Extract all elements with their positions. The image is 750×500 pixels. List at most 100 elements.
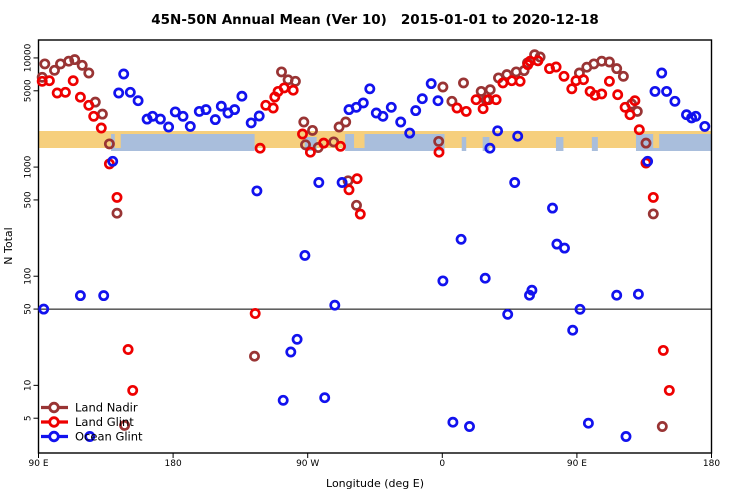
data-point [619, 101, 631, 113]
data-point [512, 130, 524, 142]
data-point [464, 421, 475, 432]
data-point [276, 66, 287, 78]
y-tick-label: 1000 [24, 155, 34, 178]
data-point [209, 114, 221, 126]
y-tick-label: 10 [24, 379, 34, 391]
data-point [245, 117, 257, 129]
data-point [88, 110, 100, 122]
data-point [690, 110, 702, 122]
land-nadir-marker-icon [48, 401, 60, 414]
data-point [566, 83, 578, 95]
data-point [163, 121, 175, 133]
data-point [526, 284, 538, 296]
data-point [657, 344, 669, 356]
data-point [617, 70, 629, 82]
data-point [98, 290, 110, 302]
data-point [122, 344, 134, 355]
data-point [559, 242, 570, 254]
data-point [612, 89, 624, 101]
data-point [479, 272, 491, 284]
data-point [447, 416, 459, 428]
lake-segment [482, 137, 490, 151]
land-island-segment [354, 131, 365, 148]
land-island-segment [653, 131, 660, 148]
data-point [649, 85, 661, 97]
data-point [663, 384, 675, 396]
data-point [298, 116, 310, 128]
data-point [506, 75, 518, 87]
data-point [285, 346, 297, 358]
ocean-band-segment [345, 134, 445, 151]
data-point [124, 86, 136, 98]
data-point [477, 103, 489, 115]
data-point [497, 77, 509, 89]
data-point [611, 63, 623, 75]
legend-label-ocean-glint: Ocean Glint [75, 430, 143, 444]
data-point [354, 208, 366, 220]
data-point [669, 95, 681, 107]
data-point [578, 74, 589, 86]
data-point [287, 84, 299, 96]
data-point [69, 54, 81, 66]
data-point [289, 75, 301, 87]
data-point [611, 289, 623, 301]
data-point [340, 116, 352, 128]
data-point [336, 177, 348, 188]
data-point [154, 113, 166, 125]
y-tick-label: 10000 [24, 43, 34, 72]
data-point [74, 91, 86, 103]
data-point [547, 202, 558, 214]
data-point [229, 104, 241, 116]
data-point [103, 138, 115, 150]
y-tick-label: 50 [24, 303, 34, 315]
data-point [249, 308, 261, 319]
data-point [416, 93, 428, 105]
data-point [640, 137, 652, 149]
legend-item-land-glint: Land Glint [41, 415, 134, 429]
data-point [267, 102, 279, 114]
data-point [603, 75, 615, 87]
x-tick-label: 180 [165, 459, 182, 469]
data-point [127, 384, 139, 396]
data-point [200, 104, 212, 116]
data-point [437, 81, 449, 93]
x-axis-label: Longitude (deg E) [326, 477, 424, 490]
data-point [632, 288, 644, 300]
data-point [647, 208, 659, 220]
data-point [318, 137, 330, 149]
data-point [567, 324, 579, 336]
data-point [532, 55, 544, 67]
ocean-glint-marker-icon [48, 430, 60, 443]
data-point [184, 120, 196, 132]
data-point [251, 185, 263, 197]
x-tick-label: 90 E [29, 459, 49, 469]
x-tick-label: 90 W [296, 459, 319, 469]
data-point [107, 155, 119, 167]
data-point [629, 95, 641, 107]
data-point [113, 87, 125, 99]
series-land-glint [36, 55, 675, 396]
data-points [36, 49, 711, 442]
data-point [291, 333, 303, 345]
data-point [455, 233, 467, 245]
data-point [433, 135, 445, 147]
data-point [59, 86, 71, 98]
data-point [313, 177, 325, 188]
data-point [395, 116, 407, 128]
data-point [132, 95, 144, 107]
data-point [574, 303, 586, 315]
data-point [118, 68, 130, 80]
data-point [253, 110, 265, 122]
axes: 90 E 180 90 W 0 90 E 180 5 10 50 100 500 1000 5000 10… [24, 43, 721, 469]
y-tick-label: 5 [24, 415, 34, 421]
y-tick-label: 500 [24, 191, 34, 208]
data-point [96, 108, 108, 120]
data-point [76, 59, 88, 71]
land-glint-marker-icon [48, 416, 60, 428]
legend-item-ocean-glint: Ocean Glint [41, 430, 143, 444]
data-point [410, 105, 422, 117]
data-point [699, 120, 711, 132]
data-point [304, 146, 316, 158]
data-point [119, 419, 131, 431]
x-tick-label: 0 [439, 459, 445, 469]
